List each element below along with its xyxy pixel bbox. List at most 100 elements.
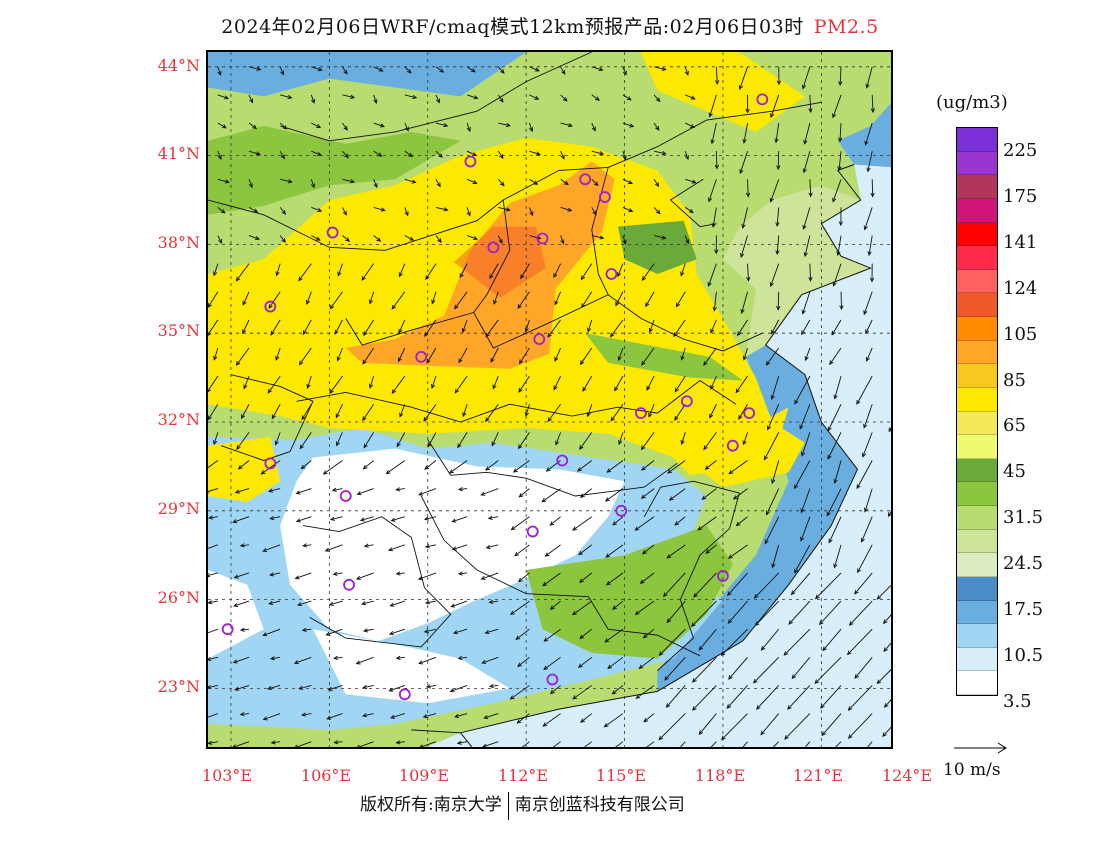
wind-arrow-head: [274, 440, 279, 446]
wind-arrow-head: [598, 67, 604, 72]
wind-arrow-head: [235, 361, 241, 366]
wind-arrow: [799, 404, 811, 429]
wind-arrow-head: [266, 685, 272, 690]
footer-divider: [507, 791, 509, 820]
wind-arrow: [484, 713, 499, 719]
wind-arrow: [238, 460, 250, 470]
wind-arrow-head: [363, 331, 368, 337]
wind-arrow-head: [664, 676, 669, 681]
wind-arrow: [236, 432, 250, 450]
city-station-marker: [526, 525, 539, 538]
wind-arrow: [761, 628, 780, 651]
wind-arrow: [518, 572, 530, 582]
wind-arrow: [770, 94, 780, 118]
colorbar-swatch: [957, 529, 997, 554]
wind-arrow-head: [832, 197, 837, 203]
wind-arrow: [208, 656, 218, 660]
wind-arrow: [236, 347, 250, 366]
wind-arrow-head: [831, 330, 836, 336]
wind-arrow: [643, 713, 655, 723]
colorbar-swatch: [957, 175, 997, 199]
wind-arrow: [208, 319, 219, 336]
wind-arrow: [554, 291, 562, 305]
wind-arrow-head: [362, 684, 368, 690]
wind-arrow: [591, 94, 600, 101]
wind-arrow: [736, 516, 748, 526]
wind-arrow: [457, 741, 468, 744]
wind-arrow: [240, 544, 250, 547]
wind-arrow: [280, 178, 292, 183]
wind-arrow: [863, 291, 873, 315]
wind-arrow: [802, 291, 811, 314]
wind-arrow: [391, 516, 405, 522]
province-border: [296, 380, 737, 423]
wind-arrow: [424, 460, 437, 470]
colorbar-swatch: [957, 198, 997, 223]
wind-arrow: [669, 488, 686, 501]
wind-arrow: [279, 66, 284, 75]
wind-arrow: [560, 235, 564, 244]
wind-arrow: [435, 122, 448, 127]
sea-area: [426, 164, 891, 747]
wind-arrow-head: [336, 441, 340, 447]
colorbar-swatch: [957, 387, 997, 412]
copyright-footer: 版权所有:南京大学 南京创蓝科技有限公司: [360, 790, 685, 820]
wind-arrow: [280, 94, 292, 99]
wind-arrow-head: [661, 66, 667, 71]
wind-arrow: [542, 713, 561, 727]
wind-arrow-head: [268, 303, 273, 309]
wind-arrow-head: [549, 521, 555, 526]
wind-arrow: [276, 263, 281, 276]
wind-arrow-head: [315, 236, 321, 241]
wind-arrow-head: [488, 599, 494, 605]
wind-arrow-head: [709, 413, 714, 419]
wind-arrow-head: [555, 440, 560, 446]
wind-arrow-head: [775, 250, 780, 256]
map-panel[interactable]: [206, 50, 893, 749]
wind-arrow: [646, 375, 655, 391]
wind-arrow-head: [888, 512, 891, 518]
wind-arrow-head: [708, 112, 713, 118]
wind-arrow-head: [818, 620, 824, 626]
central-green: [585, 333, 743, 381]
wind-arrow: [271, 741, 281, 744]
wind-arrow-head: [481, 659, 487, 664]
wind-arrow: [612, 600, 624, 610]
wind-arrow: [323, 460, 343, 475]
wind-arrow-head: [547, 417, 552, 423]
wind-arrow-head: [398, 272, 403, 278]
wind-arrow: [610, 403, 624, 422]
wind-arrow: [233, 600, 250, 607]
wind-arrow: [821, 713, 842, 736]
wind-arrow: [327, 713, 343, 720]
colorbar-swatch: [957, 506, 997, 530]
wind-arrow-head: [325, 631, 331, 636]
wind-arrow-head: [839, 305, 844, 311]
wind-arrow-head: [232, 519, 238, 524]
wind-arrow-head: [579, 360, 585, 366]
wind-arrow: [396, 488, 405, 491]
wind-arrow: [653, 179, 659, 187]
wind-arrow-head: [808, 277, 813, 282]
wind-arrow: [864, 207, 873, 230]
wind-arrow-head: [800, 508, 805, 514]
wind-arrow-head: [239, 712, 245, 717]
wind-arrow: [458, 347, 468, 363]
colorbar-swatch: [957, 222, 997, 247]
wind-arrow-head: [327, 686, 333, 691]
wind-arrow-head: [208, 388, 211, 393]
wind-arrow: [248, 207, 258, 213]
wind-arrow-head: [774, 138, 779, 144]
wind-arrow-head: [239, 627, 245, 632]
wind-arrow-head: [876, 679, 882, 685]
colorbar-swatch: [957, 553, 997, 577]
wind-arrow: [529, 66, 540, 72]
wind-arrow: [572, 685, 593, 700]
wind-arrow: [399, 404, 406, 417]
wind-arrow-head: [639, 579, 645, 584]
wind-arrow: [424, 319, 437, 337]
wind-arrow-head: [237, 465, 243, 470]
wind-arrow-head: [863, 225, 868, 231]
wind-arrow-head: [510, 525, 516, 531]
wind-arrow: [876, 669, 891, 684]
